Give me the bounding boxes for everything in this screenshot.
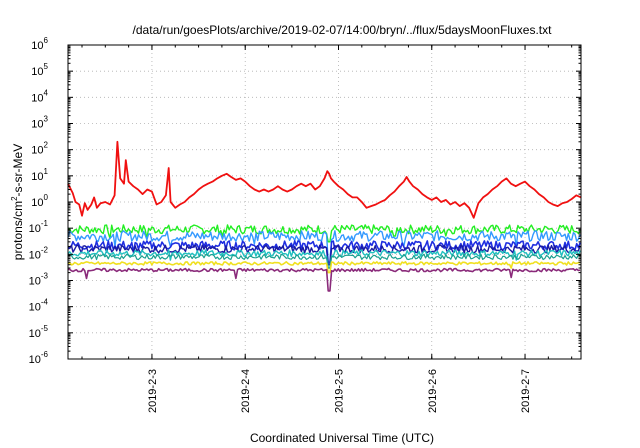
y-tick-label: 10-2 <box>29 245 49 261</box>
y-axis-label: protons/cm2-s-sr-MeV <box>10 144 25 260</box>
y-tick-label-exp: -3 <box>41 272 49 281</box>
y-tick-label-exp: 1 <box>44 167 49 176</box>
y-tick-label-exp: 5 <box>44 62 49 71</box>
y-tick-label-base: 10 <box>29 302 41 314</box>
y-axis-label-sup: 2 <box>10 196 19 201</box>
y-tick-label-exp: -6 <box>41 350 49 359</box>
y-tick-label: 100 <box>31 193 48 209</box>
series-line-1 <box>67 224 581 243</box>
y-tick-label-exp: -4 <box>41 298 49 307</box>
y-tick-label-exp: 6 <box>44 36 49 45</box>
y-tick-label-base: 10 <box>31 197 43 209</box>
y-tick-label-base: 10 <box>29 249 41 261</box>
y-axis-label-rest: -s-sr-MeV <box>11 144 25 197</box>
y-axis-label-base: protons/cm <box>11 201 25 260</box>
chart-title: /data/run/goesPlots/archive/2019-02-07/1… <box>133 23 553 37</box>
x-tick-label: 2019-2-4 <box>240 369 252 413</box>
y-tick-label-base: 10 <box>31 92 43 104</box>
y-tick-label: 101 <box>31 167 48 183</box>
series-line-5 <box>67 249 581 269</box>
y-tick-label-exp: 3 <box>44 115 49 124</box>
x-tick-label: 2019-2-6 <box>427 369 439 413</box>
y-tick-label-base: 10 <box>29 354 41 366</box>
y-tick-label-exp: -5 <box>41 324 49 333</box>
y-tick-label: 10-6 <box>29 350 49 366</box>
y-tick-label-exp: 4 <box>44 88 49 97</box>
x-axis-label: Coordinated Universal Time (UTC) <box>250 431 434 445</box>
series-group <box>67 140 582 292</box>
series-line-6 <box>67 253 581 269</box>
y-tick-label-exp: -2 <box>41 245 49 254</box>
series-line-7 <box>67 261 581 274</box>
y-tick-label-base: 10 <box>29 328 41 340</box>
y-tick-label-exp: -1 <box>41 219 49 228</box>
y-tick-label-base: 10 <box>31 145 43 157</box>
series-line-2 <box>67 230 581 263</box>
grid <box>68 44 581 360</box>
y-tick-label: 10-5 <box>29 324 49 340</box>
y-tick-label-base: 10 <box>29 276 41 288</box>
y-tick-label-base: 10 <box>29 223 41 235</box>
y-tick-label-base: 10 <box>31 40 43 52</box>
y-tick-label: 10-3 <box>29 272 49 288</box>
series-line-0 <box>67 140 582 219</box>
y-axis-ticks: 10610510410310210110010-110-210-310-410-… <box>29 36 581 366</box>
x-tick-label: 2019-2-5 <box>333 369 345 413</box>
y-tick-label: 103 <box>31 115 48 131</box>
y-tick-label-base: 10 <box>31 171 43 183</box>
y-tick-label: 106 <box>31 36 48 52</box>
y-tick-label: 104 <box>31 88 48 104</box>
y-tick-label-exp: 0 <box>44 193 49 202</box>
y-tick-label-base: 10 <box>31 119 43 131</box>
x-axis-ticks: 2019-2-3 2019-2-4 2019-2-5 2019-2-6 2019-2-7 <box>81 45 573 413</box>
y-tick-label: 10-4 <box>29 298 49 314</box>
y-tick-label: 10-1 <box>29 219 49 235</box>
x-tick-label: 2019-2-7 <box>520 369 532 413</box>
x-tick-label: 2019-2-3 <box>147 369 159 413</box>
y-tick-label: 102 <box>31 141 48 157</box>
series-line-8 <box>67 267 581 292</box>
y-tick-label: 105 <box>31 62 48 78</box>
series-line-4 <box>67 244 581 266</box>
y-tick-label-exp: 2 <box>44 141 49 150</box>
y-tick-label-base: 10 <box>31 66 43 78</box>
